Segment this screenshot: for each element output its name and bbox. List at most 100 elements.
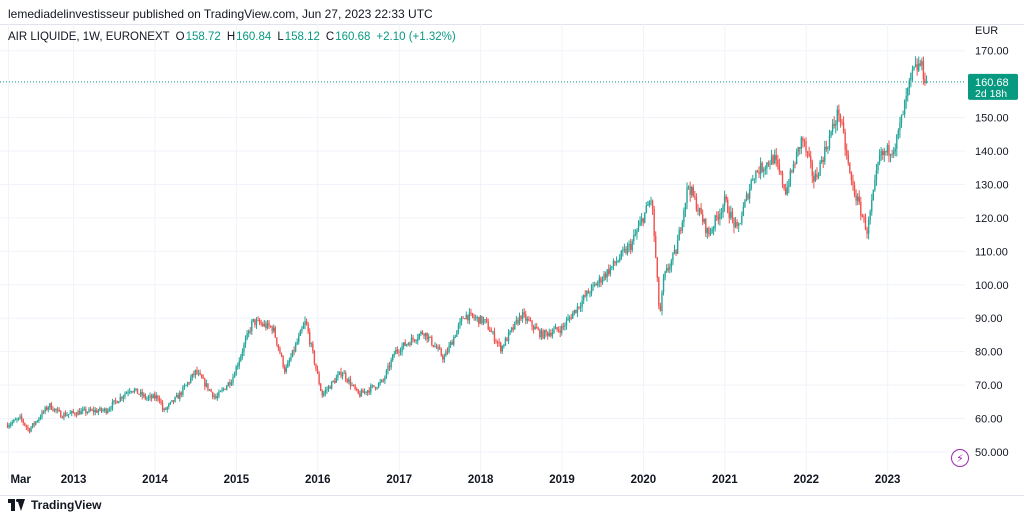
candle-body <box>66 414 68 417</box>
candle-body <box>262 324 264 326</box>
time-tick-label: 2018 <box>468 474 494 486</box>
price-tick-label: 90.00 <box>975 313 1003 325</box>
candle-body <box>653 208 655 237</box>
candle-body <box>258 320 261 324</box>
low-readout: L 158.12 <box>277 31 320 43</box>
candle-body <box>780 171 782 174</box>
candle-body <box>691 187 693 195</box>
candle-body <box>742 206 745 216</box>
candle-body <box>321 390 323 396</box>
candle-body <box>412 337 414 340</box>
candle-body <box>252 318 255 322</box>
price-chart[interactable]: 50.000 60.00 70.00 80.00 90.00 100.00 110.00 12… <box>0 24 1024 494</box>
candle-body <box>694 196 696 198</box>
high-readout: H 160.84 <box>227 31 272 43</box>
lightning-icon[interactable]: ⚡ <box>951 449 969 467</box>
candle-body <box>759 162 762 175</box>
candle-body <box>811 161 813 177</box>
candle-body <box>22 419 24 423</box>
candle-body <box>769 164 771 166</box>
tradingview-footer[interactable]: TradingView <box>8 498 101 512</box>
symbol-label[interactable]: AIR LIQUIDE, 1W, EURONEXT <box>8 31 170 43</box>
candle-body <box>315 363 317 369</box>
candle-body <box>127 392 129 394</box>
candle-body <box>130 391 132 393</box>
candle-body <box>124 393 126 397</box>
candle-body <box>294 344 297 352</box>
candle-body <box>888 145 890 156</box>
candle-body <box>819 161 821 176</box>
candle-body <box>445 351 447 357</box>
candle-body <box>791 170 793 172</box>
candle-body <box>550 333 552 336</box>
time-tick-label: 2015 <box>224 474 250 486</box>
candle-body <box>197 372 200 374</box>
candle-body <box>561 326 563 333</box>
price-tick-label: 170.00 <box>975 46 1009 58</box>
candle-body <box>307 324 309 333</box>
candle-body <box>889 153 892 156</box>
candle-body <box>650 200 652 203</box>
candle-body <box>473 316 475 319</box>
candle-body <box>521 312 524 319</box>
candle-body <box>17 417 20 420</box>
candle-body <box>404 342 406 346</box>
candle-body <box>36 420 39 422</box>
brand-name: TradingView <box>31 498 102 512</box>
candle-body <box>168 403 170 408</box>
candle-body <box>271 326 273 332</box>
candle-body <box>280 353 283 356</box>
candle-body <box>885 151 887 153</box>
candle-body <box>305 321 308 325</box>
candle-body <box>417 338 419 341</box>
price-tick-label: 140.00 <box>975 146 1009 158</box>
candle-body <box>813 176 815 182</box>
candle-body <box>418 334 421 339</box>
candle-body <box>420 331 422 335</box>
candle-body <box>670 260 673 268</box>
open-key: O <box>175 31 185 43</box>
candle-body <box>118 401 120 404</box>
candle-body <box>908 80 911 89</box>
candle-body <box>589 293 591 295</box>
candle-body <box>255 320 258 325</box>
candle-body <box>506 338 508 342</box>
candle-body <box>31 423 34 428</box>
candle-body <box>698 207 701 212</box>
candle-body <box>640 218 643 222</box>
candle-body <box>402 342 405 347</box>
candle-body <box>581 300 583 307</box>
candle-body <box>384 377 386 381</box>
candle-body <box>856 196 859 201</box>
candle-body <box>243 344 245 353</box>
candle-body <box>27 427 29 429</box>
candle-body <box>673 249 676 254</box>
candle-body <box>507 332 510 342</box>
candle-body <box>903 100 906 115</box>
time-tick-label: 2013 <box>61 474 87 486</box>
candle-body <box>877 162 879 171</box>
candle-body <box>514 321 516 330</box>
candle-body <box>55 408 57 411</box>
candle-body <box>586 291 588 297</box>
candle-body <box>703 219 705 222</box>
candle-body <box>866 229 868 234</box>
open-readout: O 158.72 <box>176 31 221 43</box>
candle-body <box>406 344 408 346</box>
candle-body <box>722 205 724 213</box>
candle-body <box>529 320 532 322</box>
candle-body <box>362 390 364 393</box>
candle-body <box>415 340 417 342</box>
candle-body <box>188 382 190 384</box>
candle-body <box>41 411 43 418</box>
candle-body <box>39 417 42 419</box>
candle-body <box>92 409 95 413</box>
candle-body <box>667 268 669 270</box>
candle-body <box>309 332 311 345</box>
candle-body <box>434 346 436 348</box>
candle-body <box>462 317 464 319</box>
candle-body <box>365 391 367 393</box>
candle-body <box>918 63 920 71</box>
candle-body <box>542 330 544 339</box>
candle-body <box>152 394 154 399</box>
